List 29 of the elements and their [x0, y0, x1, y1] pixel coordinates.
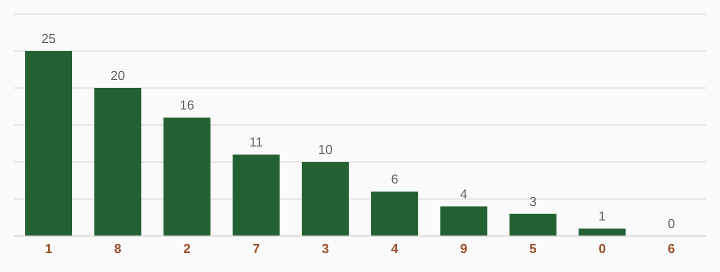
x-tick-label: 9	[460, 241, 468, 256]
data-label: 20	[110, 68, 126, 83]
bar	[94, 88, 142, 236]
bar	[302, 162, 349, 236]
x-tick-label: 5	[529, 241, 537, 256]
data-label: 11	[249, 134, 263, 150]
bar	[25, 51, 72, 236]
data-label: 25	[41, 31, 56, 46]
bar	[163, 118, 210, 236]
data-label: 0	[668, 216, 675, 231]
data-label: 4	[460, 186, 468, 202]
data-label: 3	[529, 194, 537, 209]
bar	[509, 214, 556, 236]
x-tick-label: 4	[390, 241, 399, 256]
data-label: 16	[180, 98, 194, 113]
x-tick-label: 3	[322, 241, 330, 256]
x-tick-label: 0	[598, 241, 606, 256]
data-label: 1	[598, 208, 606, 224]
bar	[232, 154, 280, 236]
x-tick-label: 2	[183, 241, 191, 256]
bar	[440, 206, 488, 236]
data-label: 10	[318, 142, 333, 157]
bar	[578, 228, 626, 236]
x-tick-label: 6	[668, 241, 676, 256]
data-label: 6	[390, 172, 398, 187]
x-tick-label: 1	[44, 241, 52, 256]
x-tick-label: 8	[114, 241, 122, 256]
bar	[371, 192, 418, 236]
x-tick-label: 7	[252, 241, 260, 256]
